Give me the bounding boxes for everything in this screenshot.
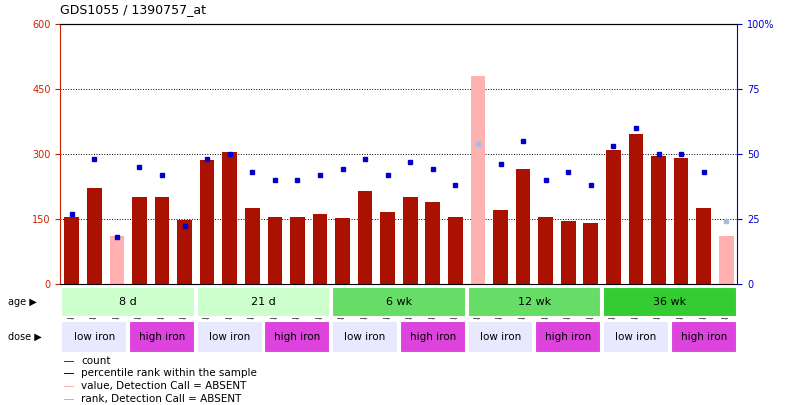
Text: age ▶: age ▶ <box>8 297 37 307</box>
Bar <box>696 208 711 284</box>
Text: dose ▶: dose ▶ <box>8 332 42 342</box>
Text: high iron: high iron <box>545 332 592 342</box>
Text: 8 d: 8 d <box>119 297 137 307</box>
Bar <box>561 221 575 284</box>
Bar <box>651 156 666 284</box>
Text: low iron: low iron <box>480 332 521 342</box>
Bar <box>268 217 282 284</box>
Text: high iron: high iron <box>409 332 456 342</box>
Bar <box>155 197 169 284</box>
Bar <box>61 321 127 353</box>
Text: 21 d: 21 d <box>251 297 276 307</box>
Text: low iron: low iron <box>209 332 251 342</box>
Bar <box>177 220 192 284</box>
Bar <box>358 191 372 284</box>
Bar <box>584 223 598 284</box>
Bar <box>313 214 327 284</box>
Bar <box>671 321 737 353</box>
Bar <box>516 169 530 284</box>
Bar <box>332 321 398 353</box>
Bar <box>400 321 466 353</box>
Text: 6 wk: 6 wk <box>386 297 412 307</box>
Text: low iron: low iron <box>615 332 657 342</box>
Text: low iron: low iron <box>344 332 386 342</box>
Text: high iron: high iron <box>139 332 185 342</box>
Text: high iron: high iron <box>680 332 727 342</box>
Bar <box>200 160 214 284</box>
Text: high iron: high iron <box>274 332 321 342</box>
Bar <box>197 287 330 317</box>
Bar <box>629 134 643 284</box>
Text: count: count <box>81 356 111 366</box>
Text: percentile rank within the sample: percentile rank within the sample <box>81 369 257 378</box>
Bar <box>493 210 508 284</box>
Bar <box>332 287 466 317</box>
Bar <box>64 399 73 400</box>
Bar <box>467 287 601 317</box>
Bar <box>197 321 263 353</box>
Bar <box>290 217 305 284</box>
Text: GDS1055 / 1390757_at: GDS1055 / 1390757_at <box>60 3 206 16</box>
Bar <box>448 217 463 284</box>
Bar <box>603 287 737 317</box>
Bar <box>64 386 73 387</box>
Bar <box>64 217 79 284</box>
Bar <box>471 76 485 284</box>
Bar <box>129 321 195 353</box>
Text: low iron: low iron <box>73 332 115 342</box>
Bar <box>403 197 418 284</box>
Bar <box>535 321 601 353</box>
Text: rank, Detection Call = ABSENT: rank, Detection Call = ABSENT <box>81 394 242 404</box>
Bar <box>64 361 73 362</box>
Bar <box>61 287 195 317</box>
Bar <box>538 217 553 284</box>
Bar <box>467 321 534 353</box>
Bar <box>380 212 395 284</box>
Bar <box>674 158 688 284</box>
Bar <box>426 202 440 284</box>
Bar <box>87 188 102 284</box>
Bar <box>719 236 733 284</box>
Bar <box>245 208 260 284</box>
Text: 12 wk: 12 wk <box>517 297 551 307</box>
Text: 36 wk: 36 wk <box>653 297 687 307</box>
Bar <box>64 373 73 374</box>
Bar <box>132 197 147 284</box>
Bar <box>335 218 350 284</box>
Bar <box>264 321 330 353</box>
Bar <box>606 149 621 284</box>
Bar <box>110 236 124 284</box>
Bar <box>603 321 669 353</box>
Bar <box>222 152 237 284</box>
Text: value, Detection Call = ABSENT: value, Detection Call = ABSENT <box>81 381 247 391</box>
